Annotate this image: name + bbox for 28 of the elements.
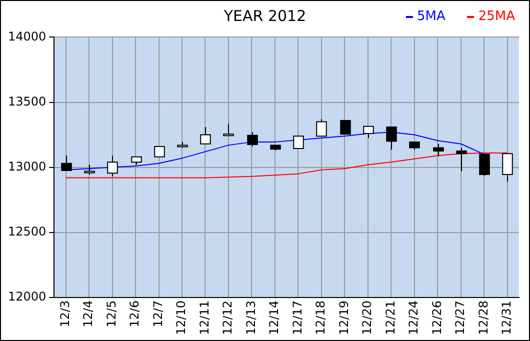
x-tick-label: 12/5 [104, 300, 118, 328]
x-tick-label: 12/19 [336, 300, 351, 336]
x-tick-label: 12/21 [383, 300, 398, 336]
legend-label: 5MA [416, 9, 446, 24]
x-tick-label: 12/6 [128, 300, 142, 328]
y-tick-label: 13000 [8, 159, 46, 174]
x-tick-label: 12/4 [81, 300, 96, 328]
x-tick-label: 12/31 [500, 300, 514, 336]
legend-label: 25MA [478, 9, 515, 24]
x-tick-label: 12/27 [453, 300, 468, 336]
y-tick-label: 12500 [8, 224, 46, 238]
x-tick-label: 12/13 [244, 300, 258, 336]
x-tick-label: 12/11 [197, 300, 212, 336]
chart-title: YEAR 2012 [224, 7, 306, 25]
x-tick-label: 12/26 [430, 300, 444, 336]
x-tick-label: 12/17 [290, 300, 304, 336]
x-tick-label: 12/7 [150, 300, 165, 328]
x-tick-label: 12/18 [314, 300, 328, 336]
x-tick-label: 12/20 [360, 300, 374, 336]
x-tick-label: 12/3 [58, 300, 72, 328]
y-tick-label: 12000 [8, 290, 46, 304]
x-tick-label: 12/24 [406, 300, 421, 336]
y-tick-label: 13500 [8, 94, 46, 108]
y-tick-label: 14000 [8, 29, 46, 44]
x-tick-label: 12/10 [174, 300, 188, 336]
x-tick-label: 12/12 [220, 300, 235, 336]
x-tick-label: 12/14 [267, 300, 282, 336]
x-tick-label: 12/28 [476, 300, 490, 336]
